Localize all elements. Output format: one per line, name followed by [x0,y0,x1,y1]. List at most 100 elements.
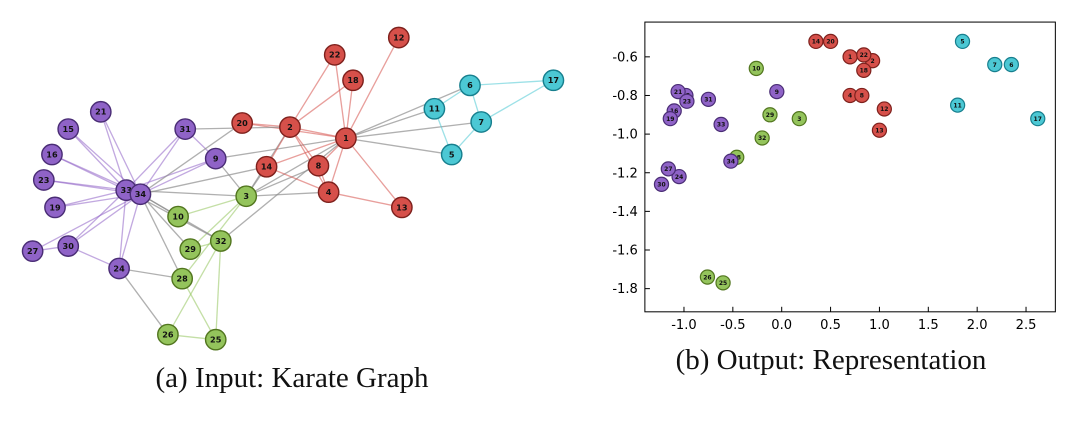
graph-node-label: 16 [46,149,58,159]
scatter-point [699,269,716,285]
y-tick-label: -1.8 [612,282,638,297]
graph-node [89,100,112,123]
graph-edge [345,108,435,139]
graph-edge [345,121,482,139]
graph-node [342,69,364,92]
graph-node [440,143,463,166]
scatter-point [670,83,686,100]
graph-node-label: 14 [261,162,273,172]
graph-edge [246,191,329,197]
graph-edge [54,189,127,209]
graph-edge [118,190,127,269]
graph-edge [215,240,222,340]
y-tick-label: -1.0 [612,128,638,143]
scatter-point [723,153,739,169]
scatter-point-label: 32 [758,135,766,142]
scatter-point [713,116,729,133]
scatter-point-label: 2 [870,58,874,65]
graph-node [255,155,278,178]
graph-node-label: 27 [27,246,38,256]
scatter-point-label: 16 [670,108,678,115]
scatter-point [791,111,807,127]
scatter-point [856,47,872,63]
scatter-point-label: 19 [666,116,674,123]
scatter-point-label: 33 [717,122,725,129]
graph-node-label: 8 [316,161,322,171]
y-tick-label: -1.6 [612,244,638,259]
graph-node-label: 1 [343,133,349,143]
x-tick-label: 1.0 [869,318,890,333]
graph-node-label: 11 [429,104,441,114]
scatter-point-label: 29 [766,112,774,119]
graph-node-label: 7 [478,117,484,127]
caption-b: (b) Output: Representation [675,344,987,376]
graph-edge [67,193,141,247]
scatter-point [660,161,676,177]
scatter-point-label: 14 [812,39,820,46]
graph-edge [245,165,319,197]
graph-edge [118,194,142,269]
x-tick-label: 2.5 [1016,318,1037,333]
panel-karate-graph: 1 2 3 4 5 6 7 8 9 10 11 12 13 14 15 16 17 18 19 20 21 22 23 24 2… [6,4,578,395]
scatter-point [854,87,870,104]
y-tick-label: -0.6 [612,50,638,65]
scatter-point-label: 30 [657,182,665,189]
scatter-point [715,275,731,291]
scatter-point [662,111,678,127]
x-tick-label: 0.5 [820,318,841,333]
graph-node [459,74,481,97]
scatter-point-label: 27 [664,166,672,173]
graph-node [279,116,301,138]
graph-node-label: 25 [210,335,222,345]
graph-edge [140,166,267,195]
graph-node [335,127,357,150]
graph-node [390,196,413,219]
y-tick-label: -1.4 [612,205,638,220]
graph-node-label: 34 [135,189,147,199]
graph-node-label: 33 [121,185,132,195]
scatter-point-label: 4 [848,93,852,100]
graph-node-label: 6 [467,80,473,90]
graph-node-label: 2 [287,122,293,132]
graph-node-label: 12 [393,32,404,42]
scatter-point-label: 10 [752,66,760,73]
x-tick-label: 1.5 [918,318,939,333]
scatter-point-label: 34 [727,158,735,165]
scatter-point [876,101,892,117]
graph-node-label: 30 [63,241,75,251]
scatter-point [987,56,1003,73]
graph-node [57,118,80,140]
graph-node-label: 19 [49,202,61,212]
graph-node [41,143,63,166]
x-tick-label: 2.0 [967,318,988,333]
scatter-point [871,122,888,138]
graph-edge [328,191,402,209]
scatter-point [754,130,770,146]
graph-node-label: 29 [185,244,197,254]
scatter-point-label: 25 [719,280,727,287]
graph-edge [345,84,471,139]
scatter-point-label: 12 [880,106,888,113]
graph-node [323,43,346,66]
scatter-point [954,33,971,50]
graph-edge [345,137,403,208]
graph-node [209,230,232,252]
graph-edge [67,128,127,191]
scatter-point-label: 26 [703,274,711,281]
graph-edge [289,54,336,128]
graph-node [423,97,446,120]
graph-edge [177,195,247,218]
graph-node-label: 20 [237,118,249,128]
scatter-point-label: 18 [860,68,868,75]
graph-node [542,69,565,92]
graph-edge [345,37,400,139]
graph-edge [334,54,347,139]
graph-node-label: 28 [176,273,188,283]
graph-node [179,238,202,261]
scatter-point [762,107,778,123]
graph-node [129,183,152,206]
graph-node-label: 5 [449,149,455,159]
graph-edge [245,137,347,197]
graph-edge [469,79,554,87]
